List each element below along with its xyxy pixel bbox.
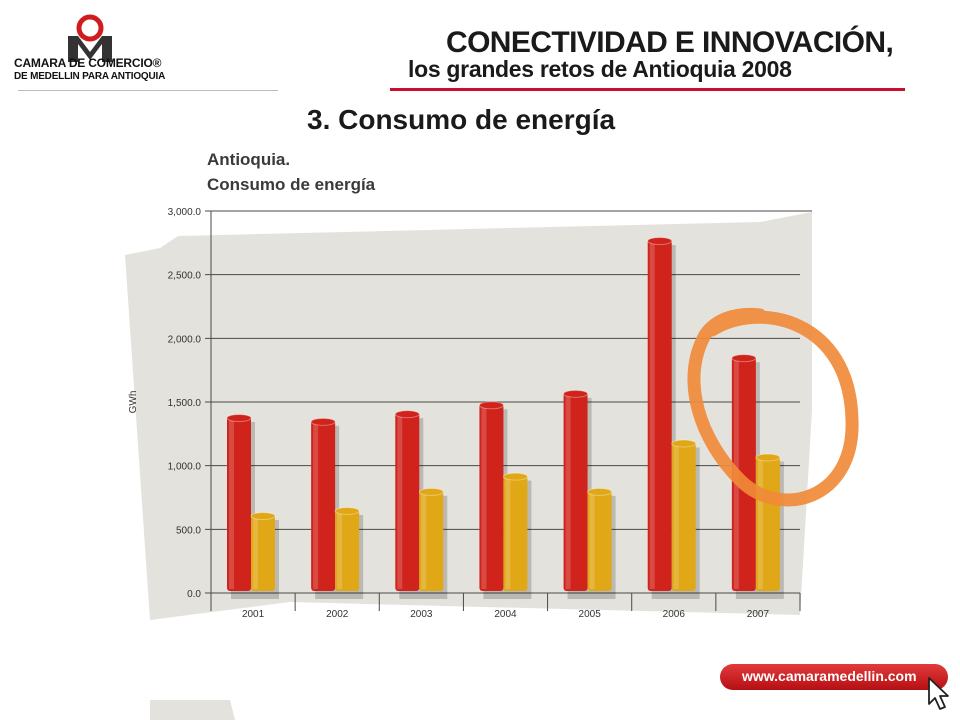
bar <box>731 356 756 591</box>
x-tick-label: 2002 <box>326 609 349 620</box>
bar-highlight <box>673 443 679 589</box>
y-tick-label: 2,500.0 <box>168 271 202 282</box>
bar-highlight <box>313 421 319 589</box>
bar-highlight <box>757 457 763 589</box>
y-axis-label: GWh <box>128 391 139 414</box>
bar-cap <box>755 453 781 462</box>
header-headline: CONECTIVIDAD E INNOVACIÓN, <box>446 26 894 59</box>
bar <box>671 441 696 591</box>
bar <box>311 419 336 591</box>
bar-highlight <box>649 241 655 589</box>
slide-title: 3. Consumo de energía <box>307 104 616 135</box>
bar-cap <box>226 414 252 423</box>
x-tick-label: 2005 <box>579 609 602 620</box>
chart-title-line1: Antioquia. <box>207 150 291 169</box>
header-subheadline: los grandes retos de Antioquia 2008 <box>408 56 792 82</box>
bar-highlight <box>589 491 595 589</box>
chart-title-line2: Consumo de energía <box>207 175 376 194</box>
x-tick-label: 2003 <box>410 609 433 620</box>
bar-cap <box>418 487 444 496</box>
bar <box>647 239 672 591</box>
bar-cap <box>478 401 504 410</box>
bar-cap <box>250 512 276 521</box>
y-tick-label: 0.0 <box>187 589 201 600</box>
camara-logo-icon <box>68 14 112 62</box>
logo-text-line2: DE MEDELLIN PARA ANTIOQUIA <box>14 71 166 82</box>
header-rule-red <box>390 88 905 91</box>
bar-highlight <box>229 418 234 589</box>
y-tick-label: 2,000.0 <box>168 334 202 345</box>
bar <box>251 514 275 591</box>
highlight-circle <box>687 307 859 507</box>
logo-text-line1: CAMARA DE COMERCIO® <box>14 56 162 70</box>
y-tick-label: 3,000.0 <box>168 207 202 218</box>
bar-cap <box>334 506 360 515</box>
bar <box>587 489 612 591</box>
bar <box>563 391 588 591</box>
bar-highlight <box>337 510 343 589</box>
x-tick-label: 2001 <box>242 609 265 620</box>
y-tick-label: 1,000.0 <box>168 462 202 473</box>
bar-highlight <box>421 491 427 589</box>
bar <box>503 474 528 591</box>
bar-cap <box>502 472 528 481</box>
y-tick-label: 1,500.0 <box>168 398 202 409</box>
bar <box>395 412 420 591</box>
y-tick-label: 500.0 <box>176 525 201 536</box>
bar-highlight <box>253 516 258 589</box>
footer-url-pill[interactable] <box>720 664 948 690</box>
bar-highlight <box>565 393 571 589</box>
cursor-arrow-icon <box>928 677 949 710</box>
x-tick-label: 2007 <box>747 609 770 620</box>
x-tick-label: 2006 <box>663 609 686 620</box>
bar <box>335 508 360 591</box>
bar-cap <box>731 354 757 363</box>
bar <box>479 403 504 591</box>
bar-highlight <box>397 414 403 589</box>
bar <box>227 416 251 591</box>
footer-url-link[interactable]: www.camaramedellin.com <box>742 668 917 684</box>
bar-cap <box>587 487 613 496</box>
bar-highlight <box>481 405 487 589</box>
bar <box>419 489 444 591</box>
bar-cap <box>671 439 697 448</box>
bar-cap <box>647 237 673 246</box>
bar-cap <box>310 417 336 426</box>
bar-cap <box>394 410 420 419</box>
bar-cap <box>563 389 589 398</box>
x-tick-label: 2004 <box>494 609 517 620</box>
header-rule-gray <box>18 90 278 91</box>
bar-highlight <box>505 476 511 589</box>
